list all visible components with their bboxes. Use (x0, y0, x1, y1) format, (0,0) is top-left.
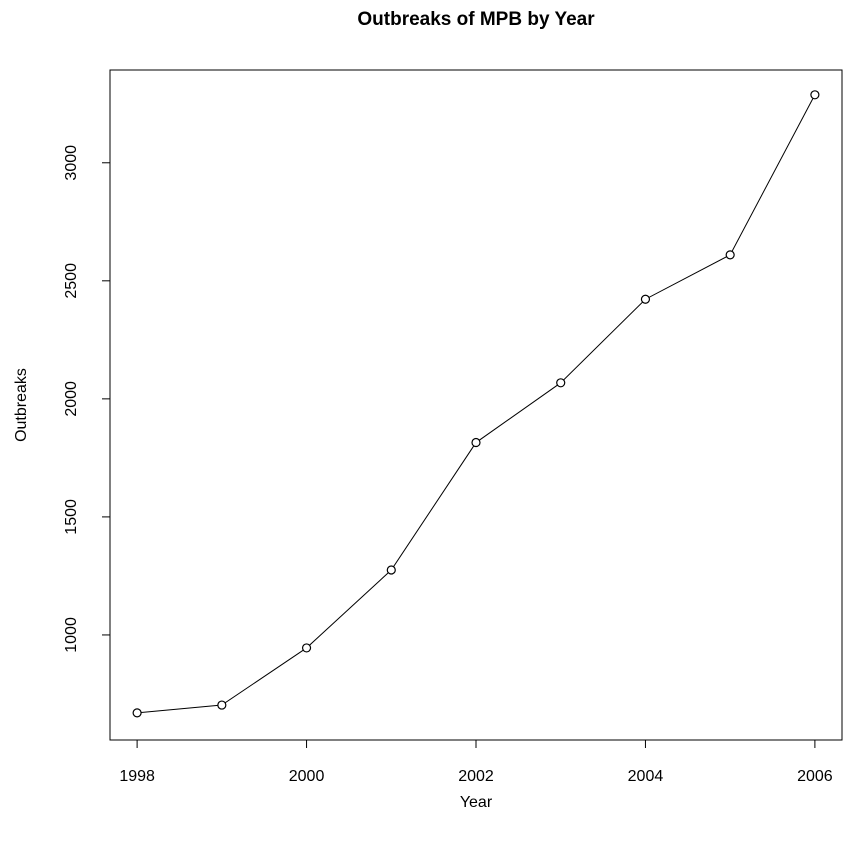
y-tick-label: 1000 (63, 617, 80, 653)
data-point (386, 565, 396, 575)
y-tick-label: 3000 (63, 145, 80, 181)
x-tick-label: 2004 (628, 768, 664, 785)
x-tick-label: 2002 (458, 768, 494, 785)
data-point (301, 643, 312, 653)
data-point (556, 378, 566, 388)
x-tick-label: 2000 (289, 768, 325, 785)
data-point (217, 700, 227, 710)
y-tick-label: 2000 (63, 381, 80, 417)
data-point (640, 294, 651, 304)
y-tick-label: 1500 (63, 499, 80, 535)
y-axis-label: Outbreaks (13, 368, 30, 442)
x-tick-label: 2006 (797, 768, 833, 785)
data-point (810, 90, 820, 100)
chart-title: Outbreaks of MPB by Year (357, 9, 595, 30)
data-point (725, 250, 735, 260)
data-point (471, 437, 481, 448)
data-point (132, 708, 142, 718)
x-axis-label: Year (460, 794, 493, 811)
x-tick-label: 1998 (119, 768, 155, 785)
y-tick-label: 2500 (63, 263, 80, 299)
